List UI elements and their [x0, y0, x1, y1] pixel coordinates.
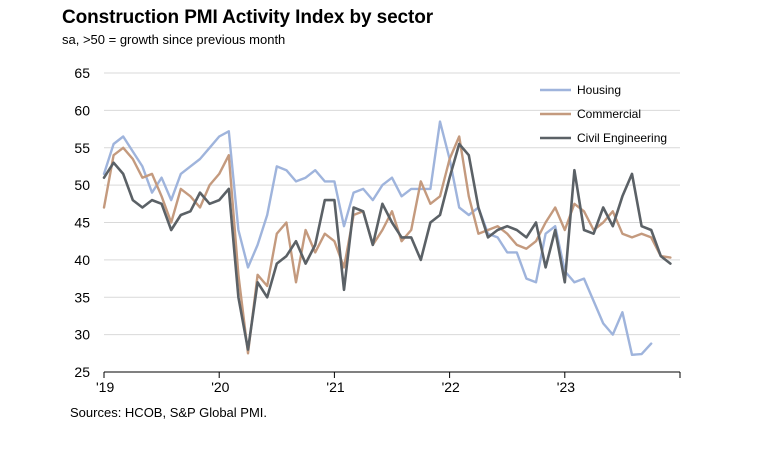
series-line-commercial: [102, 135, 672, 355]
x-axis-tick-labels: '19 '20 '21 '22 '23: [96, 379, 575, 395]
y-tick-label: 45: [74, 215, 90, 231]
y-axis-tick-labels: 25 30 35 40 45 50 55 60 65: [74, 65, 90, 380]
y-tick-label: 50: [74, 177, 90, 193]
y-tick-label: 30: [74, 327, 90, 343]
y-tick-label: 35: [74, 289, 90, 305]
legend-label: Commercial: [577, 107, 641, 121]
y-tick-label: 55: [74, 140, 90, 156]
series-line-civil-engineering: [102, 142, 672, 351]
y-tick-label: 40: [74, 252, 90, 268]
series-lines: [102, 120, 672, 356]
x-tick-label: '23: [557, 379, 575, 395]
legend-label: Civil Engineering: [577, 131, 667, 145]
x-tick-label: '22: [442, 379, 460, 395]
x-axis: [103, 371, 681, 378]
series-line-housing: [102, 120, 653, 356]
gridlines: [104, 72, 680, 336]
y-tick-label: 60: [74, 102, 90, 118]
legend-label: Housing: [577, 83, 621, 97]
legend: Housing Commercial Civil Engineering: [540, 83, 667, 145]
page-title: Construction PMI Activity Index by secto…: [62, 7, 434, 28]
x-tick-label: '21: [326, 379, 344, 395]
construction-pmi-chart: 25 30 35 40 45 50 55 60 65 '19 '20 '21 '22 '23 Housi…: [74, 65, 681, 395]
source-note: Sources: HCOB, S&P Global PMI.: [70, 405, 267, 420]
y-tick-label: 25: [74, 364, 90, 380]
page-subtitle: sa, >50 = growth since previous month: [62, 32, 286, 47]
y-tick-label: 65: [74, 65, 90, 81]
x-tick-label: '19: [96, 379, 114, 395]
x-tick-label: '20: [211, 379, 229, 395]
